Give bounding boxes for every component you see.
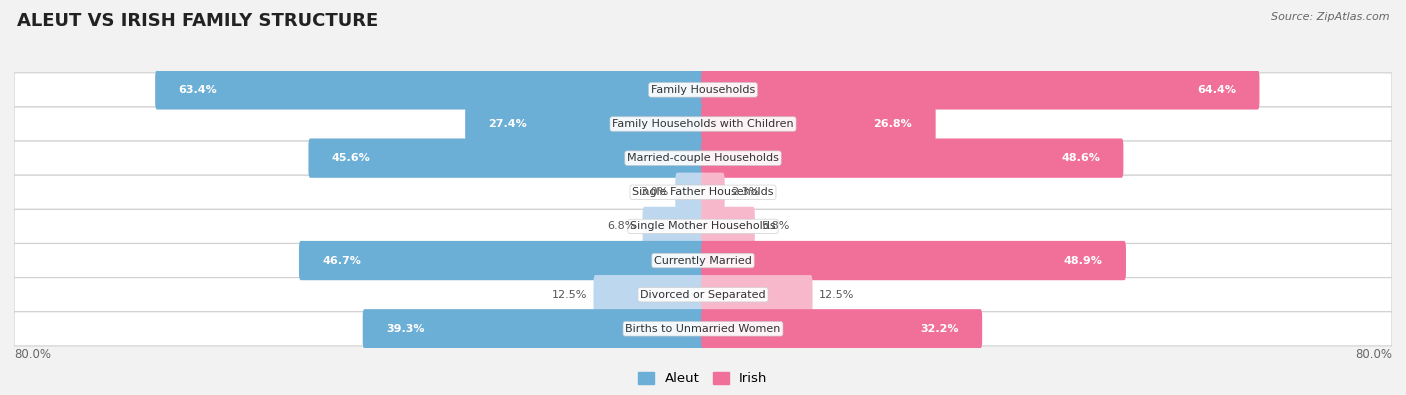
FancyBboxPatch shape <box>14 243 1392 278</box>
Text: 12.5%: 12.5% <box>551 290 586 300</box>
Text: Source: ZipAtlas.com: Source: ZipAtlas.com <box>1271 12 1389 22</box>
FancyBboxPatch shape <box>308 139 704 178</box>
Text: 27.4%: 27.4% <box>488 119 527 129</box>
FancyBboxPatch shape <box>14 209 1392 243</box>
FancyBboxPatch shape <box>702 104 935 144</box>
Text: ALEUT VS IRISH FAMILY STRUCTURE: ALEUT VS IRISH FAMILY STRUCTURE <box>17 12 378 30</box>
FancyBboxPatch shape <box>299 241 704 280</box>
FancyBboxPatch shape <box>14 312 1392 346</box>
Text: Family Households with Children: Family Households with Children <box>612 119 794 129</box>
FancyBboxPatch shape <box>675 173 704 212</box>
Text: Single Father Households: Single Father Households <box>633 187 773 197</box>
Text: 63.4%: 63.4% <box>179 85 218 95</box>
Text: Divorced or Separated: Divorced or Separated <box>640 290 766 300</box>
Text: Single Mother Households: Single Mother Households <box>630 222 776 231</box>
Text: 32.2%: 32.2% <box>921 324 959 334</box>
FancyBboxPatch shape <box>702 309 983 348</box>
FancyBboxPatch shape <box>702 70 1260 109</box>
Text: 39.3%: 39.3% <box>387 324 425 334</box>
Text: 64.4%: 64.4% <box>1197 85 1236 95</box>
Text: 5.8%: 5.8% <box>762 222 790 231</box>
Text: Family Households: Family Households <box>651 85 755 95</box>
Text: 48.9%: 48.9% <box>1064 256 1102 265</box>
Text: 26.8%: 26.8% <box>873 119 912 129</box>
Text: 3.0%: 3.0% <box>640 187 669 197</box>
FancyBboxPatch shape <box>14 73 1392 107</box>
Text: 6.8%: 6.8% <box>607 222 636 231</box>
FancyBboxPatch shape <box>702 207 755 246</box>
FancyBboxPatch shape <box>363 309 704 348</box>
Text: 46.7%: 46.7% <box>322 256 361 265</box>
Text: 80.0%: 80.0% <box>14 348 51 361</box>
Text: 45.6%: 45.6% <box>332 153 371 163</box>
FancyBboxPatch shape <box>702 139 1123 178</box>
Text: 12.5%: 12.5% <box>820 290 855 300</box>
Text: 2.3%: 2.3% <box>731 187 759 197</box>
FancyBboxPatch shape <box>14 175 1392 209</box>
FancyBboxPatch shape <box>14 278 1392 312</box>
Text: Births to Unmarried Women: Births to Unmarried Women <box>626 324 780 334</box>
Text: 80.0%: 80.0% <box>1355 348 1392 361</box>
Text: Currently Married: Currently Married <box>654 256 752 265</box>
FancyBboxPatch shape <box>465 104 704 144</box>
FancyBboxPatch shape <box>14 141 1392 175</box>
FancyBboxPatch shape <box>702 241 1126 280</box>
Text: 48.6%: 48.6% <box>1062 153 1099 163</box>
Text: Married-couple Households: Married-couple Households <box>627 153 779 163</box>
FancyBboxPatch shape <box>643 207 704 246</box>
FancyBboxPatch shape <box>702 173 724 212</box>
FancyBboxPatch shape <box>14 107 1392 141</box>
FancyBboxPatch shape <box>155 70 704 109</box>
FancyBboxPatch shape <box>593 275 704 314</box>
FancyBboxPatch shape <box>702 275 813 314</box>
Legend: Aleut, Irish: Aleut, Irish <box>633 367 773 391</box>
